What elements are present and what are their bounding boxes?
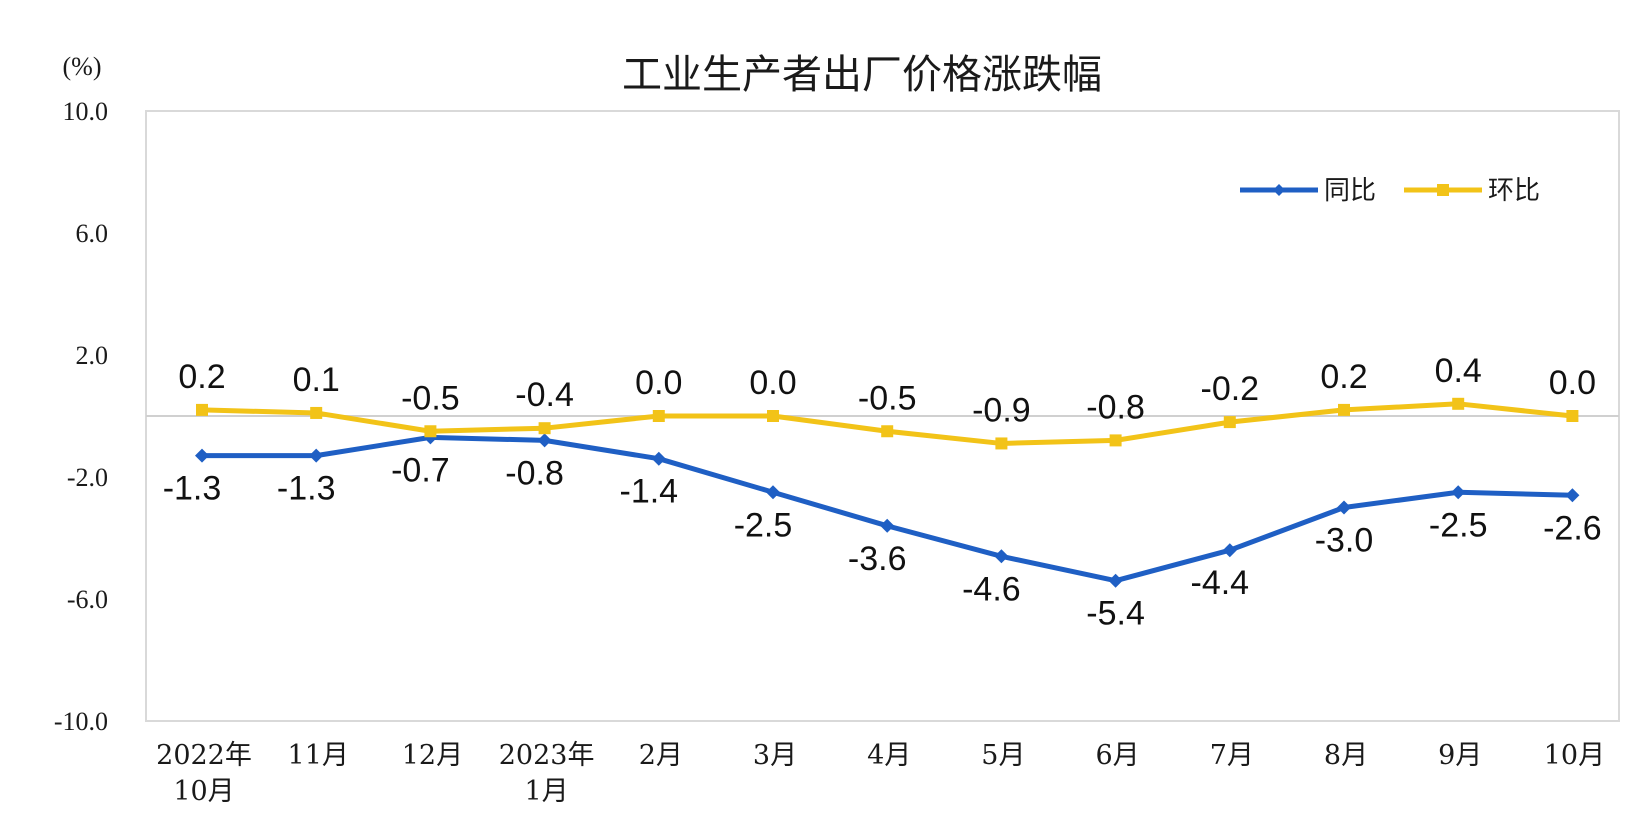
data-label: -1.3 xyxy=(163,470,222,508)
data-label: 0.0 xyxy=(749,364,796,402)
data-label: 0.0 xyxy=(1549,364,1596,402)
data-point xyxy=(196,403,208,416)
data-label: -4.4 xyxy=(1191,564,1250,602)
y-tick-label: -10.0 xyxy=(54,707,108,736)
data-label: -0.4 xyxy=(515,376,574,414)
x-tick-label: 2022年 xyxy=(156,740,252,771)
data-label: -0.2 xyxy=(1201,370,1260,408)
data-point xyxy=(1223,416,1236,429)
data-point xyxy=(537,433,552,448)
x-tick-label: 10月 xyxy=(173,776,234,807)
data-point xyxy=(652,410,665,422)
data-labels: -1.3 -1.3 -0.7 -0.8 -1.4 -2.5 -3.6 -4.6 -5.4 -4.4… xyxy=(163,352,1602,633)
data-point xyxy=(310,406,323,419)
x-tick-label: 5月 xyxy=(981,740,1025,771)
data-point xyxy=(1338,403,1350,416)
x-tick-label: 2023年 xyxy=(499,740,595,771)
data-point xyxy=(1452,397,1465,410)
data-label: -4.6 xyxy=(962,570,1021,608)
x-axis-ticks: 2022年 10月 11月 12月 2023年 1月 2月 3月 4月 5月 6月 7月 8月 9月 10月 xyxy=(156,740,1605,807)
x-tick-label: 12月 xyxy=(402,740,463,771)
data-point xyxy=(1565,488,1580,503)
data-label: 0.2 xyxy=(1320,358,1367,396)
data-point xyxy=(1222,543,1237,558)
data-point xyxy=(766,485,780,500)
x-tick-label: 10月 xyxy=(1544,740,1605,771)
data-point xyxy=(1109,434,1122,447)
x-tick-label: 2月 xyxy=(639,740,683,771)
data-label: -0.8 xyxy=(1086,388,1145,426)
data-label: 0.2 xyxy=(178,358,225,396)
data-label: -0.5 xyxy=(858,379,917,417)
y-axis-ticks: 10.0 6.0 2.0 -2.0 -6.0 -10.0 xyxy=(54,97,108,736)
legend: 同比 环比 xyxy=(1240,176,1540,206)
data-label: -0.9 xyxy=(972,391,1031,429)
data-point xyxy=(994,549,1009,564)
x-tick-label: 11月 xyxy=(288,740,349,771)
x-tick-label: 3月 xyxy=(753,740,797,771)
data-label: -1.3 xyxy=(277,470,336,508)
x-tick-label: 1月 xyxy=(525,776,569,807)
data-label: -0.7 xyxy=(391,451,450,489)
x-tick-label: 4月 xyxy=(867,740,911,771)
x-tick-label: 9月 xyxy=(1438,740,1482,771)
x-tick-label: 8月 xyxy=(1324,740,1368,771)
y-tick-label: 10.0 xyxy=(63,97,109,126)
data-point xyxy=(995,437,1008,450)
legend-marker xyxy=(1273,184,1285,196)
data-label: -2.5 xyxy=(1429,506,1488,544)
data-point xyxy=(651,451,666,466)
data-point xyxy=(1566,410,1579,422)
data-label: 0.0 xyxy=(635,364,682,402)
data-label: -2.6 xyxy=(1543,509,1602,547)
legend-marker xyxy=(1437,184,1449,196)
y-tick-label: -2.0 xyxy=(67,463,108,492)
data-point xyxy=(767,410,779,422)
data-point xyxy=(309,448,324,463)
data-point xyxy=(1108,573,1123,588)
series-layer xyxy=(195,397,1580,588)
y-unit-label: (%) xyxy=(63,52,102,81)
data-point xyxy=(1451,485,1466,500)
legend-label: 同比 xyxy=(1324,176,1376,206)
data-point xyxy=(881,425,894,438)
data-point xyxy=(195,448,209,463)
data-label: -3.6 xyxy=(848,540,907,578)
x-tick-label: 6月 xyxy=(1096,740,1140,771)
data-label: 0.1 xyxy=(293,361,340,399)
data-label: -1.4 xyxy=(620,473,679,511)
chart-title: 工业生产者出厂价格涨跌幅 xyxy=(622,52,1102,98)
data-label: -0.5 xyxy=(401,379,460,417)
y-tick-label: 6.0 xyxy=(76,219,109,248)
y-tick-label: -6.0 xyxy=(67,585,108,614)
data-point xyxy=(1337,500,1351,515)
data-label: 0.4 xyxy=(1435,352,1482,390)
data-point xyxy=(880,518,895,533)
data-label: -3.0 xyxy=(1315,522,1374,560)
data-point xyxy=(424,425,437,438)
data-label: -0.8 xyxy=(505,454,564,492)
x-tick-label: 7月 xyxy=(1210,740,1254,771)
y-tick-label: 2.0 xyxy=(76,341,109,370)
data-label: -5.4 xyxy=(1086,595,1145,633)
data-label: -2.5 xyxy=(734,506,793,544)
legend-label: 环比 xyxy=(1488,176,1540,206)
data-point xyxy=(538,422,551,435)
